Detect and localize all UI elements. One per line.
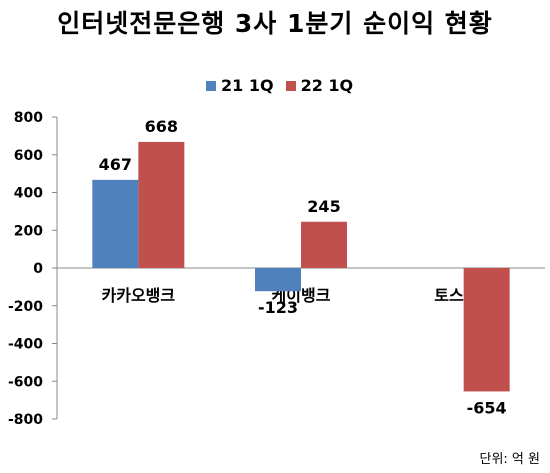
y-tick-label: -600 bbox=[8, 374, 43, 390]
legend-swatch-21-1q bbox=[206, 80, 216, 91]
legend-swatch-22-1q bbox=[285, 80, 296, 91]
data-label: -654 bbox=[467, 398, 507, 417]
bar bbox=[301, 221, 347, 268]
y-tick-label: -200 bbox=[8, 299, 43, 315]
y-tick-label: 400 bbox=[14, 186, 43, 202]
y-tick-label: 600 bbox=[14, 148, 43, 164]
bar bbox=[255, 268, 301, 292]
y-tick-label: 200 bbox=[14, 223, 43, 239]
category-label: 카카오뱅크 bbox=[102, 286, 176, 305]
data-label: -123 bbox=[258, 298, 298, 317]
data-label: 245 bbox=[307, 197, 340, 216]
legend-label-22-1q: 22 1Q bbox=[300, 76, 354, 95]
bar bbox=[463, 268, 510, 392]
legend: 21 1Q 22 1Q bbox=[206, 76, 365, 95]
bar bbox=[138, 141, 185, 268]
y-tick-label: -800 bbox=[8, 412, 43, 428]
legend-item-22-1q: 22 1Q bbox=[285, 76, 354, 95]
data-label: 467 bbox=[99, 155, 132, 174]
bar bbox=[92, 179, 139, 268]
chart-title: 인터넷전문은행 3사 1분기 순이익 현황 bbox=[57, 9, 493, 38]
unit-note: 단위: 억 원 bbox=[479, 452, 541, 467]
legend-item-21-1q: 21 1Q bbox=[206, 76, 274, 95]
data-label: 668 bbox=[145, 117, 178, 136]
y-tick-label: 800 bbox=[14, 110, 43, 126]
y-tick-label: 0 bbox=[33, 261, 43, 277]
y-tick-label: -400 bbox=[8, 337, 43, 353]
legend-label-21-1q: 21 1Q bbox=[221, 76, 274, 95]
